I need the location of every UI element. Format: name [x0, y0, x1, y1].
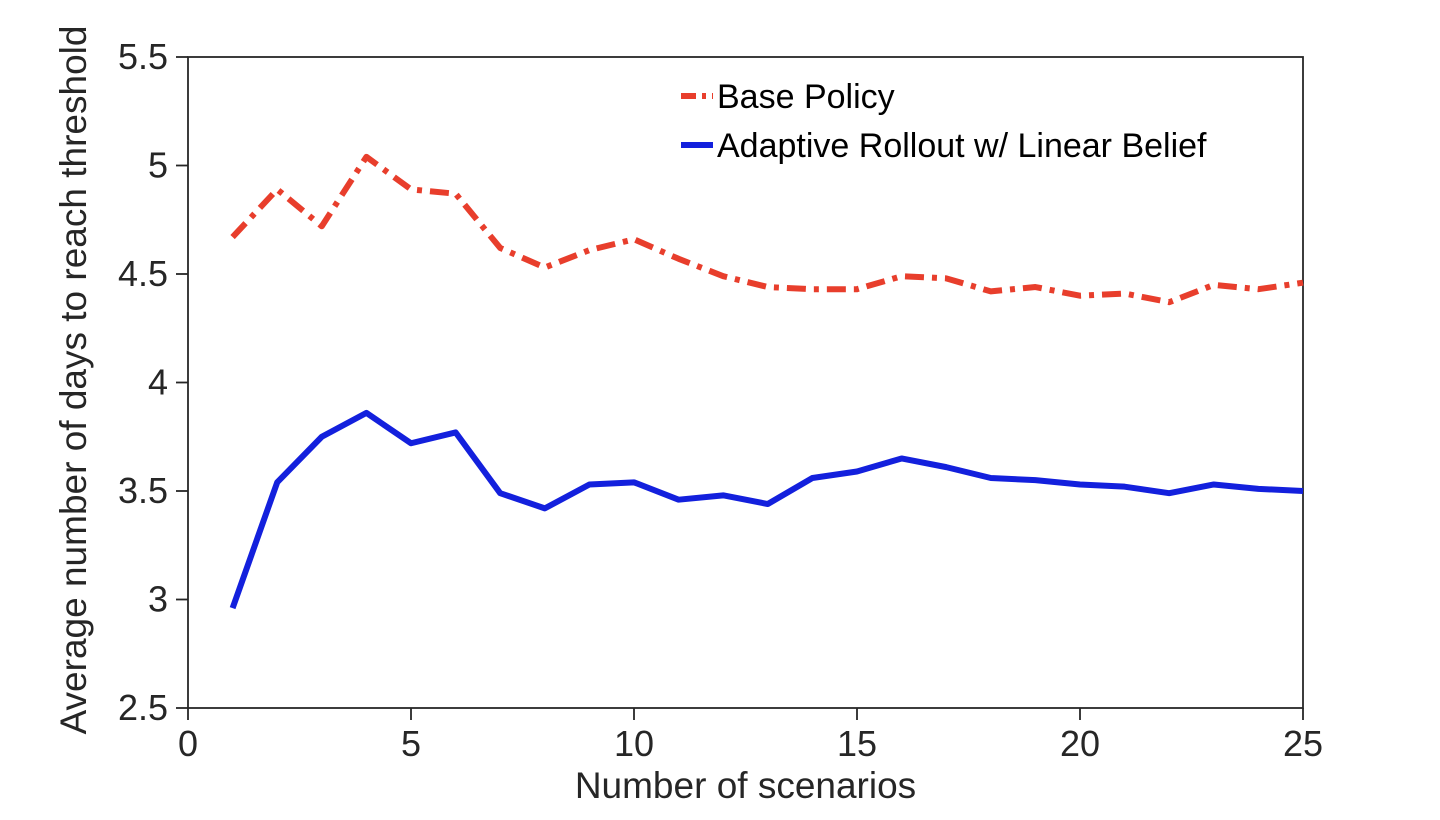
x-tick-label: 20: [1060, 723, 1100, 764]
x-axis-label: Number of scenarios: [575, 765, 916, 806]
y-tick-label: 2.5: [118, 687, 168, 728]
x-tick-label: 25: [1283, 723, 1323, 764]
y-tick-label: 5: [148, 145, 168, 186]
x-tick-label: 0: [178, 723, 198, 764]
y-tick-label: 3.5: [118, 470, 168, 511]
x-tick-label: 10: [614, 723, 654, 764]
y-tick-label: 4.5: [118, 253, 168, 294]
series-line-1: [229, 409, 1304, 610]
y-tick-label: 5.5: [118, 36, 168, 77]
legend-label-0: Base Policy: [717, 78, 895, 116]
series-line-0: [230, 153, 1304, 306]
y-tick-label: 3: [148, 579, 168, 620]
y-axis-label: Average number of days to reach threshol…: [53, 26, 94, 735]
x-tick-label: 5: [401, 723, 421, 764]
legend-label-1: Adaptive Rollout w/ Linear Belief: [717, 127, 1207, 165]
y-tick-label: 4: [148, 362, 168, 403]
x-tick-label: 15: [837, 723, 877, 764]
